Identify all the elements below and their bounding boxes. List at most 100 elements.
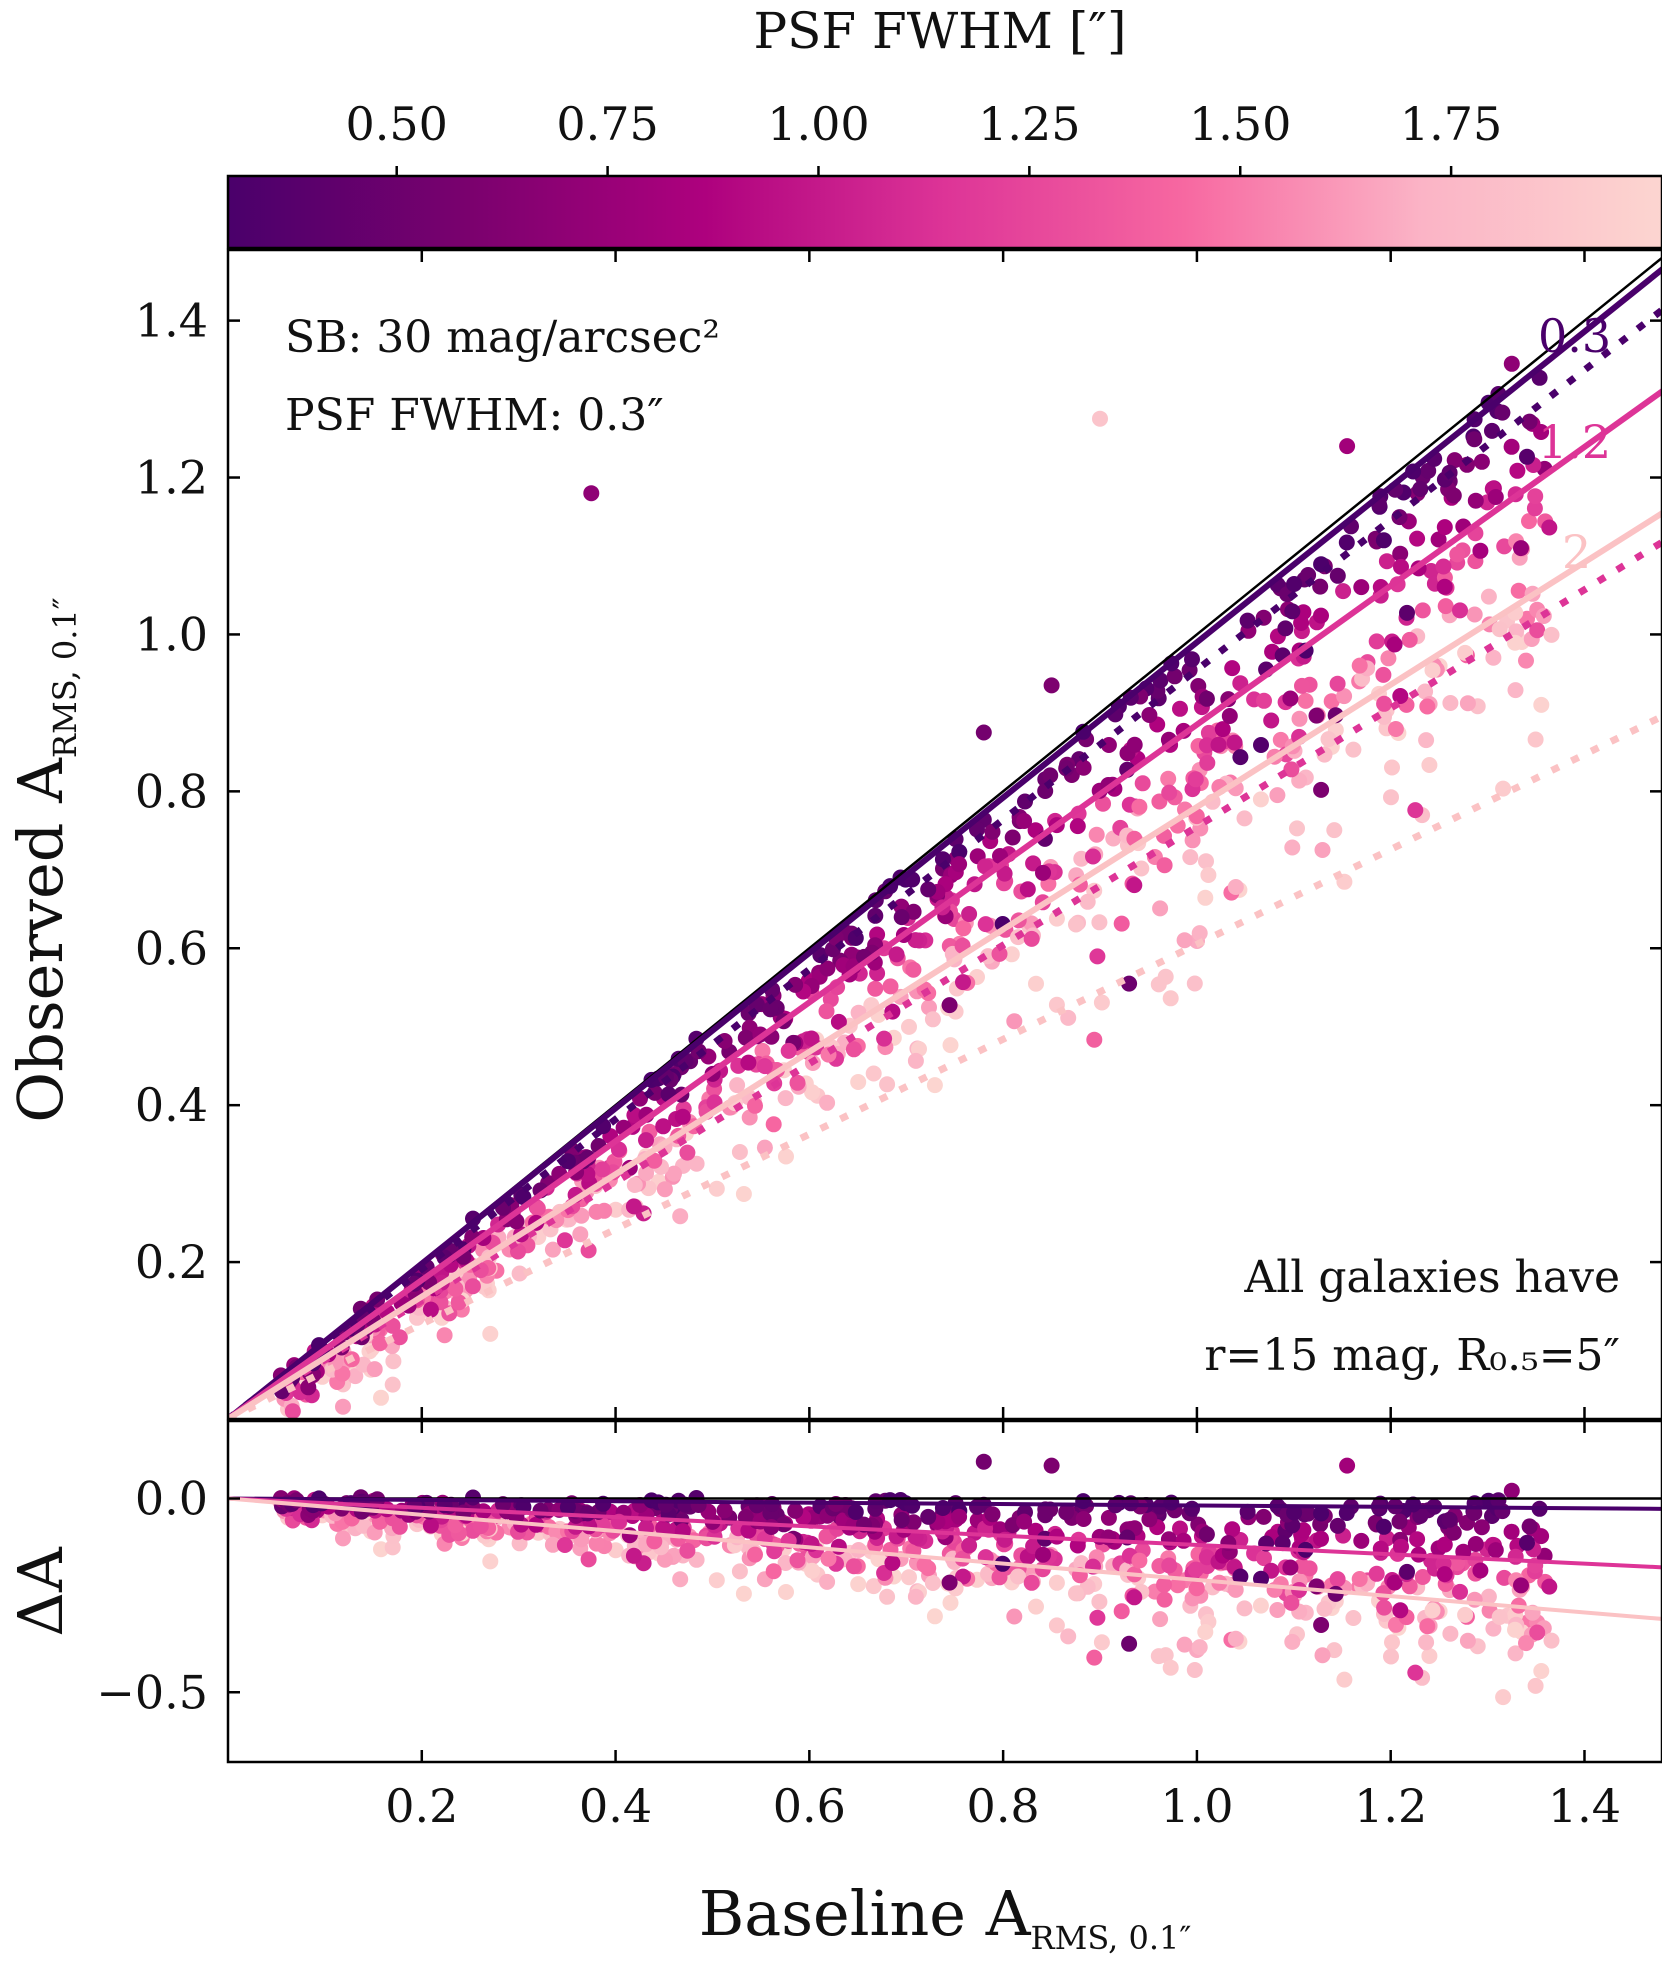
residual-point: [1079, 1578, 1096, 1595]
residual-point: [655, 1520, 672, 1536]
colorbar-tick-label: 0.50: [345, 97, 447, 151]
residual-point: [1445, 1524, 1462, 1541]
data-point: [1199, 754, 1216, 771]
data-point: [1227, 879, 1244, 895]
data-point: [1095, 795, 1111, 812]
data-point: [1353, 579, 1370, 596]
data-point: [371, 1335, 388, 1352]
residual-point: [716, 1502, 733, 1519]
residual-point: [1529, 1624, 1546, 1641]
data-point: [1134, 775, 1151, 792]
data-point: [1521, 413, 1538, 430]
residual-point: [1048, 1617, 1065, 1634]
data-point: [1399, 604, 1415, 621]
data-point: [818, 1003, 835, 1020]
data-point: [1224, 660, 1241, 677]
data-point: [672, 1208, 689, 1225]
data-point: [777, 1090, 794, 1107]
residual-point: [1197, 1624, 1214, 1640]
residual-point: [579, 1505, 596, 1522]
data-point: [879, 1076, 896, 1093]
data-point: [1236, 810, 1253, 827]
residual-point: [1401, 1578, 1418, 1595]
data-point: [1186, 975, 1203, 992]
data-point: [1239, 612, 1256, 629]
residual-point: [422, 1517, 439, 1534]
data-point: [610, 1141, 627, 1158]
residual-point: [1442, 1625, 1459, 1642]
top-panel-yticks: 0.2 0.4 0.6 0.8 1.0 1.2 1.4: [135, 294, 1662, 1289]
residual-point: [789, 1552, 806, 1569]
data-point: [1401, 631, 1418, 648]
data-point: [1191, 925, 1208, 942]
data-point: [1407, 802, 1424, 819]
residual-point: [1121, 1635, 1138, 1652]
xtick-label: 0.8: [967, 1779, 1040, 1833]
residual-point: [1495, 1689, 1512, 1706]
residual-point: [1391, 1513, 1408, 1530]
line-label-2: 2: [1562, 525, 1591, 579]
data-point: [511, 1265, 528, 1282]
residual-point: [905, 1514, 922, 1531]
residual-point: [920, 1508, 937, 1525]
residual-point: [1191, 1639, 1208, 1656]
residual-point: [1048, 1574, 1065, 1591]
data-point: [729, 1077, 746, 1094]
data-point: [804, 1084, 821, 1101]
data-point: [1351, 657, 1368, 674]
residual-point: [1141, 1511, 1158, 1528]
residual-point: [1284, 1633, 1301, 1650]
bottom-panel-points: [272, 1453, 1560, 1706]
data-point: [1089, 948, 1106, 965]
residual-point: [1010, 1568, 1026, 1585]
data-point: [1079, 893, 1096, 910]
data-point: [1387, 721, 1404, 737]
residual-point: [1232, 1568, 1249, 1585]
residual-point: [1414, 1569, 1431, 1585]
data-point: [975, 724, 992, 741]
data-point: [1527, 731, 1544, 748]
data-point: [1473, 453, 1490, 470]
residual-point: [1126, 1589, 1143, 1606]
residual-point: [1368, 1565, 1385, 1582]
residual-point: [1418, 1634, 1435, 1651]
data-point: [1487, 489, 1504, 505]
residual-point: [532, 1502, 549, 1519]
data-point: [1320, 731, 1337, 748]
residual-point: [1467, 1536, 1484, 1552]
residual-point: [1256, 1550, 1272, 1567]
data-point: [625, 1198, 642, 1215]
residual-point: [1282, 1559, 1299, 1576]
data-point: [1277, 620, 1294, 637]
data-point: [1507, 682, 1524, 699]
residual-point: [1421, 1648, 1438, 1664]
data-point: [991, 945, 1008, 962]
residual-point: [672, 1571, 689, 1588]
residual-point: [1316, 1600, 1333, 1617]
data-point: [1160, 770, 1177, 787]
residual-point: [850, 1576, 867, 1593]
y-axis-title-bottom: ΔA: [4, 1546, 77, 1637]
data-point: [1025, 855, 1042, 872]
residual-point: [1156, 1591, 1173, 1608]
residual-point: [735, 1585, 752, 1602]
data-point: [1133, 860, 1150, 877]
residual-point: [1006, 1608, 1023, 1625]
residual-point: [1035, 1546, 1051, 1563]
annotation-sb: SB: 30 mag/arcsec²: [285, 312, 720, 363]
data-point: [1263, 712, 1280, 729]
data-point: [1091, 914, 1108, 931]
data-point: [905, 961, 922, 978]
residual-point: [1172, 1520, 1188, 1537]
residual-point: [1490, 1492, 1507, 1509]
top-panel-fit-lines: [228, 256, 1662, 1419]
ytick-label-bottom: 0.0: [135, 1472, 208, 1526]
residual-point: [580, 1551, 597, 1568]
data-point: [1198, 690, 1215, 707]
data-point: [1187, 771, 1204, 788]
data-point: [1375, 532, 1392, 549]
data-point: [1494, 404, 1511, 421]
data-point: [1368, 633, 1385, 650]
data-point: [594, 1161, 611, 1178]
residual-point: [384, 1539, 401, 1556]
